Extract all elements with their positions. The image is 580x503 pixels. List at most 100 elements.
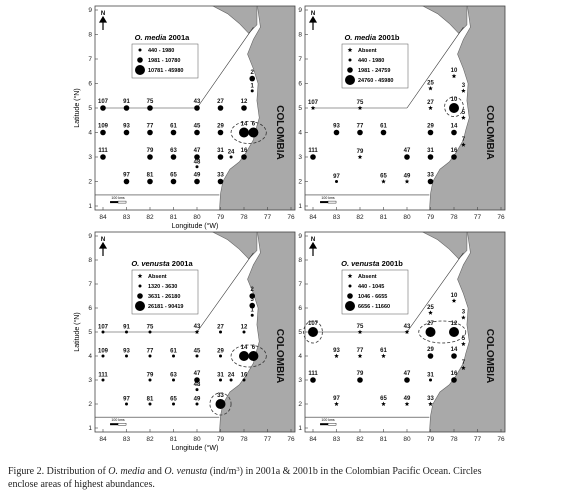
station-marker xyxy=(381,179,386,184)
scale-label: 100 kms xyxy=(111,418,124,422)
station-marker xyxy=(451,298,457,303)
scale-bar xyxy=(320,201,329,204)
station-marker xyxy=(404,179,410,184)
station-marker xyxy=(335,180,338,183)
y-tick-label: 9 xyxy=(298,7,302,14)
station-label: 47 xyxy=(194,371,201,377)
station-marker xyxy=(357,329,363,334)
legend-label: 6656 - 11660 xyxy=(358,304,390,310)
legend-marker xyxy=(138,284,142,288)
station-marker xyxy=(357,154,363,159)
station-label: 79 xyxy=(357,149,364,155)
x-tick-label: 78 xyxy=(240,214,248,221)
station-marker xyxy=(461,115,466,120)
station-label: 25 xyxy=(427,305,434,311)
station-label: 81 xyxy=(147,173,154,179)
legend-label: 1046 - 6655 xyxy=(358,294,387,300)
scale-label: 100 kms xyxy=(321,196,334,200)
station-label: 29 xyxy=(427,347,434,353)
station-marker xyxy=(310,105,316,110)
y-tick-label: 6 xyxy=(88,81,92,88)
station-marker xyxy=(451,154,457,160)
species-name: O. venusta xyxy=(341,259,379,268)
station-marker xyxy=(241,105,247,111)
x-tick-label: 82 xyxy=(146,436,154,443)
y-tick-label: 7 xyxy=(298,56,302,63)
y-tick-label: 4 xyxy=(298,130,302,137)
legend-marker xyxy=(135,65,145,75)
legend-label: 1981 - 10780 xyxy=(148,58,180,64)
x-tick-label: 76 xyxy=(497,214,505,221)
caption-text: and xyxy=(145,466,164,477)
station-marker xyxy=(429,378,432,382)
station-marker xyxy=(249,75,256,82)
y-tick-label: 6 xyxy=(88,305,92,312)
x-tick-label: 80 xyxy=(193,436,201,443)
station-label: 33 xyxy=(427,396,434,402)
x-tick-label: 79 xyxy=(217,436,225,443)
station-label: 24 xyxy=(228,150,235,156)
scale-bar xyxy=(110,201,119,204)
station-label: 6 xyxy=(252,345,256,351)
station-label: 16 xyxy=(241,373,248,379)
caption-text: 3 xyxy=(236,466,239,473)
boundary-line xyxy=(406,252,464,333)
y-tick-label: 8 xyxy=(298,32,302,39)
scale-bar xyxy=(327,200,337,204)
y-tick-label: 2 xyxy=(298,179,302,186)
station-marker xyxy=(148,330,152,334)
x-tick-label: 80 xyxy=(193,214,201,221)
station-marker xyxy=(404,377,410,383)
station-label: 111 xyxy=(98,373,108,379)
scale-label: 100 kms xyxy=(111,196,124,200)
x-tick-label: 79 xyxy=(427,436,435,443)
station-label: 77 xyxy=(147,124,154,130)
y-tick-label: 4 xyxy=(88,130,92,137)
station-marker xyxy=(229,155,233,159)
x-tick-label: 79 xyxy=(217,214,225,221)
x-tick-label: 84 xyxy=(309,436,317,443)
station-label: 47 xyxy=(404,148,411,154)
station-label: 10 xyxy=(451,68,458,74)
station-label: 77 xyxy=(357,124,364,130)
station-label: 24 xyxy=(228,373,235,379)
station-label: 12 xyxy=(241,325,248,331)
y-tick-label: 4 xyxy=(88,353,92,360)
scale-label: 100 kms xyxy=(321,418,334,422)
highlight-ring xyxy=(444,96,464,117)
y-tick-label: 8 xyxy=(298,257,302,264)
station-label: 111 xyxy=(308,148,318,154)
station-marker xyxy=(333,129,340,136)
x-tick-label: 81 xyxy=(170,436,178,443)
land xyxy=(219,232,295,432)
species-name: O. media xyxy=(135,33,167,42)
legend-marker xyxy=(348,58,352,62)
station-marker xyxy=(148,402,152,406)
station-label: 14 xyxy=(241,122,248,128)
station-label: 7 xyxy=(462,360,466,366)
station-marker xyxy=(194,178,200,185)
x-tick-label: 78 xyxy=(240,436,248,443)
station-marker xyxy=(308,327,318,337)
station-marker xyxy=(217,178,224,185)
station-marker xyxy=(461,365,466,370)
y-tick-label: 9 xyxy=(298,233,302,240)
station-label: 111 xyxy=(98,148,108,154)
scale-bar xyxy=(320,423,329,426)
station-marker xyxy=(381,401,386,406)
station-label: 2 xyxy=(251,287,255,293)
station-marker xyxy=(357,105,363,110)
station-marker xyxy=(194,329,200,334)
station-label: 93 xyxy=(123,349,130,355)
species-name: O. media xyxy=(344,33,376,42)
station-label: 75 xyxy=(357,100,364,106)
station-label: 14 xyxy=(451,347,458,353)
station-marker xyxy=(404,154,410,160)
station-label: 29 xyxy=(217,124,224,130)
station-marker xyxy=(248,351,259,361)
x-tick-label: 78 xyxy=(450,214,458,221)
station-marker xyxy=(148,378,152,382)
station-label: 6 xyxy=(252,122,256,128)
